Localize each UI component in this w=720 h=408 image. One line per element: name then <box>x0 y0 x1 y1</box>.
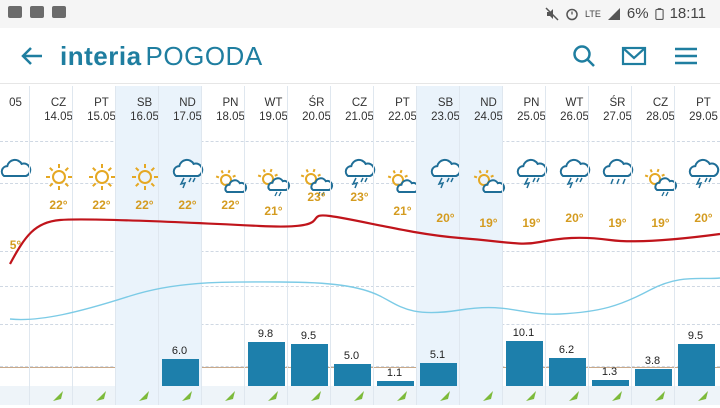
wind-arrow-icon <box>438 389 452 403</box>
precipitation-label: 9.5 <box>676 330 716 342</box>
gallery-icon <box>8 6 22 18</box>
precipitation-bar <box>635 369 672 386</box>
precipitation-label: 3.8 <box>633 355 673 367</box>
precipitation-bar <box>377 381 414 386</box>
day-column[interactable] <box>29 86 72 405</box>
day-column[interactable] <box>459 86 502 405</box>
logo-brand: interia <box>60 41 142 71</box>
precipitation-bar <box>549 358 586 386</box>
wind-arrow-icon <box>180 389 194 403</box>
wind-arrow-icon <box>51 389 65 403</box>
back-arrow-icon[interactable] <box>18 42 46 70</box>
wind-arrow-icon <box>352 389 366 403</box>
wind-arrow-icon <box>223 389 237 403</box>
wind-arrow-icon <box>309 389 323 403</box>
wind-arrow-icon <box>653 389 667 403</box>
precipitation-bar <box>592 380 629 386</box>
status-right: LTE 6% 18:11 <box>545 5 706 22</box>
day-date: 29.05 <box>674 110 720 124</box>
wind-arrow-icon <box>94 389 108 403</box>
wind-arrow-icon <box>481 389 495 403</box>
status-bar: LTE 6% 18:11 <box>0 0 720 28</box>
precipitation-bar <box>678 344 715 386</box>
alarm-icon <box>565 7 579 21</box>
precipitation-bar <box>420 363 457 386</box>
day-column[interactable] <box>115 86 158 405</box>
notification-icons <box>8 6 66 18</box>
day-column[interactable] <box>373 86 416 405</box>
mail-icon[interactable] <box>620 42 648 70</box>
precipitation-label: 10.1 <box>504 327 544 339</box>
mute-icon <box>545 7 559 21</box>
precipitation-bar <box>334 364 371 386</box>
day-column[interactable] <box>588 86 631 405</box>
wind-arrow-icon <box>266 389 280 403</box>
precipitation-label: 5.0 <box>332 350 372 362</box>
wind-arrow-icon <box>137 389 151 403</box>
temperature-label: 20° <box>684 211 720 225</box>
precipitation-bar <box>248 342 285 386</box>
day-column[interactable] <box>545 86 588 405</box>
wind-arrow-icon <box>524 389 538 403</box>
wind-arrow-icon <box>610 389 624 403</box>
storm-cloud-icon <box>686 158 720 188</box>
signal-icon <box>607 7 621 21</box>
battery-percent: 6% <box>627 5 649 22</box>
wind-arrow-icon <box>395 389 409 403</box>
precipitation-bar <box>162 359 199 386</box>
precipitation-label: 9.5 <box>289 330 329 342</box>
image-icon <box>52 6 66 18</box>
day-column[interactable] <box>72 86 115 405</box>
network-label: LTE <box>585 9 601 19</box>
precipitation-label: 9.8 <box>246 328 286 340</box>
menu-icon[interactable] <box>672 42 700 70</box>
precipitation-label: 6.0 <box>160 345 200 357</box>
wind-arrow-icon <box>567 389 581 403</box>
clock: 18:11 <box>670 5 706 22</box>
search-icon[interactable] <box>570 42 598 70</box>
logo-section: POGODA <box>146 41 263 71</box>
day-column[interactable] <box>201 86 244 405</box>
wind-arrow-icon <box>696 389 710 403</box>
precipitation-label: 5.1 <box>418 349 458 361</box>
precipitation-bar <box>506 341 543 386</box>
day-name: PT <box>674 96 720 110</box>
youtube-icon <box>30 6 44 18</box>
precipitation-label: 1.3 <box>590 366 630 378</box>
precipitation-bar <box>291 344 328 386</box>
precipitation-label: 6.2 <box>547 344 587 356</box>
precipitation-label: 1.1 <box>375 367 415 379</box>
battery-icon <box>655 7 664 21</box>
